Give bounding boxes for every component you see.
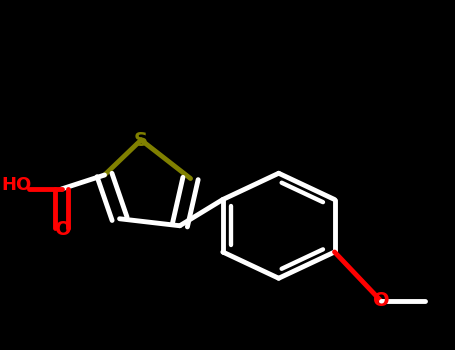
Text: O: O [373,292,389,310]
Text: HO: HO [1,176,31,195]
Text: O: O [56,220,72,239]
Text: S: S [134,131,148,149]
